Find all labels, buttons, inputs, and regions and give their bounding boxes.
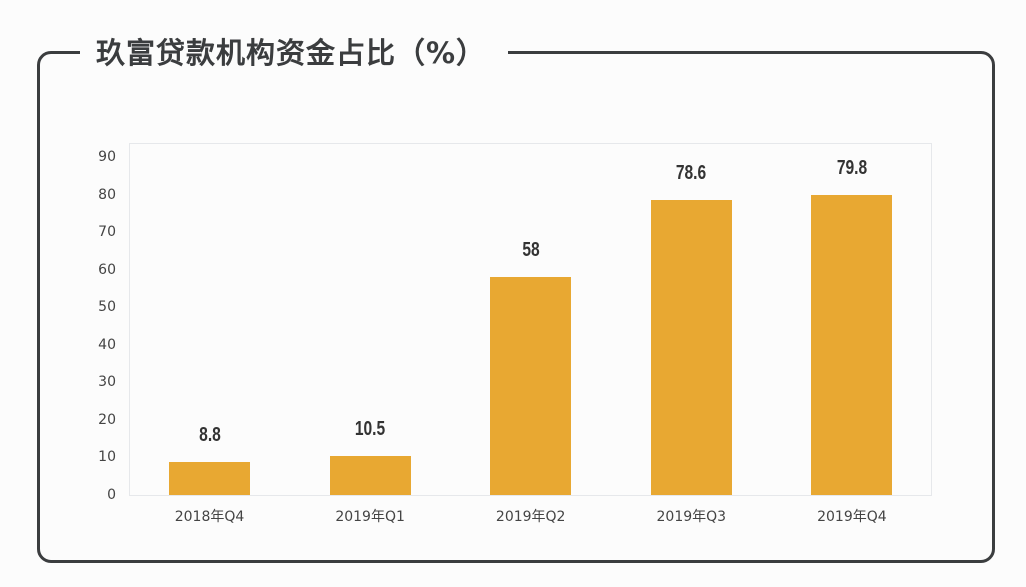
x-tick-label: 2018年Q4 xyxy=(174,509,245,525)
y-tick-label: 70 xyxy=(98,224,116,241)
y-tick-label: 30 xyxy=(98,374,116,391)
y-tick-label: 20 xyxy=(98,411,116,428)
chart-frame xyxy=(37,51,995,563)
bar xyxy=(811,195,893,495)
chart-title: 玖富贷款机构资金占比（%） xyxy=(96,36,487,70)
bar xyxy=(169,461,250,495)
y-tick-label: 10 xyxy=(98,449,116,466)
plot-area xyxy=(129,143,932,496)
bar xyxy=(490,277,572,495)
y-tick-label: 60 xyxy=(98,261,116,278)
bar xyxy=(329,455,411,495)
y-tick-label: 80 xyxy=(98,186,116,203)
y-tick-label: 90 xyxy=(98,149,116,165)
y-tick-label: 40 xyxy=(98,336,116,353)
y-tick-label: 50 xyxy=(98,299,116,316)
x-tick-label: 2019年Q4 xyxy=(817,509,887,525)
bar-value-label: 79.8 xyxy=(836,157,868,180)
bar-value-label: 78.6 xyxy=(676,161,707,184)
bar-value-label: 58 xyxy=(522,239,540,262)
x-tick-label: 2019年Q3 xyxy=(656,509,727,525)
title-mask xyxy=(80,40,508,70)
bar xyxy=(650,199,732,495)
x-tick-label: 2019年Q2 xyxy=(495,509,566,525)
x-tick-label: 2019年Q1 xyxy=(335,509,405,525)
y-tick-label: 0 xyxy=(107,487,116,503)
bar-value-label: 10.5 xyxy=(354,417,386,440)
bar-value-label: 8.8 xyxy=(198,423,221,446)
